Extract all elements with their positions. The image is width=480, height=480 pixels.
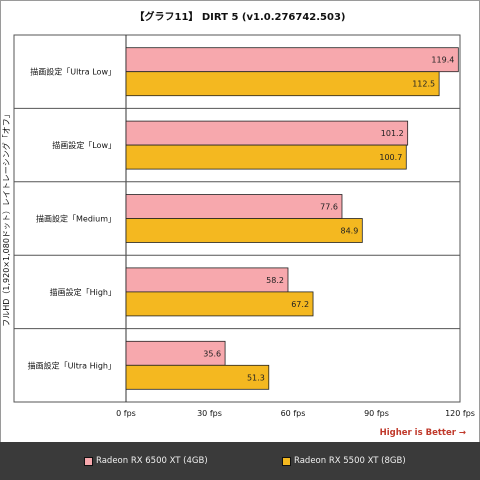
x-tick-label: 90 fps [364, 409, 389, 418]
higher-is-better-note: Higher is Better → [379, 428, 466, 438]
legend-item-series-2: Radeon RX 5500 XT (8GB) [282, 456, 406, 466]
legend-swatch-series-2 [282, 456, 291, 466]
legend-item-series-1: Radeon RX 6500 XT (4GB) [84, 456, 208, 466]
bar [125, 267, 289, 293]
bar [125, 120, 409, 146]
x-tick-label: 30 fps [197, 409, 222, 418]
data-label: 100.7 [379, 153, 402, 162]
category-label: 描画設定「Ultra High」 [28, 360, 116, 370]
legend-swatch-series-1 [84, 456, 93, 466]
bar [125, 71, 440, 97]
legend-label-series-1: Radeon RX 6500 XT (4GB) [96, 456, 208, 466]
data-label: 67.2 [291, 300, 309, 309]
data-label: 58.2 [266, 276, 284, 285]
chart-title: 【グラフ11】 DIRT 5 (v1.0.276742.503) [134, 12, 346, 23]
data-label: 119.4 [431, 56, 454, 65]
legend-label-series-2: Radeon RX 5500 XT (8GB) [294, 456, 406, 466]
category-label: 描画設定「Low」 [52, 140, 116, 150]
data-label: 84.9 [340, 227, 358, 236]
data-label: 101.2 [381, 129, 404, 138]
bar [125, 291, 314, 317]
bar [125, 47, 459, 73]
category-label: 描画設定「High」 [50, 287, 116, 297]
legend: Radeon RX 6500 XT (4GB) Radeon RX 5500 X… [0, 442, 480, 480]
bar [125, 144, 407, 170]
category-label: 描画設定「Ultra Low」 [30, 67, 116, 77]
plot-area-border [13, 34, 461, 403]
x-tick-label: 120 fps [445, 409, 475, 418]
category-label: 描画設定「Medium」 [36, 214, 116, 224]
data-label: 51.3 [247, 373, 265, 382]
x-tick-label: 0 fps [116, 409, 136, 418]
data-label: 35.6 [203, 349, 221, 358]
y-axis-title: フルHD（1,920×1,080ドット）レイトレーシング「オフ」 [1, 110, 11, 327]
data-label: 77.6 [320, 203, 338, 212]
bar [125, 340, 226, 366]
x-tick-label: 60 fps [281, 409, 306, 418]
data-label: 112.5 [412, 80, 435, 89]
bar [125, 194, 343, 219]
bar [125, 218, 363, 243]
bar [125, 364, 270, 390]
